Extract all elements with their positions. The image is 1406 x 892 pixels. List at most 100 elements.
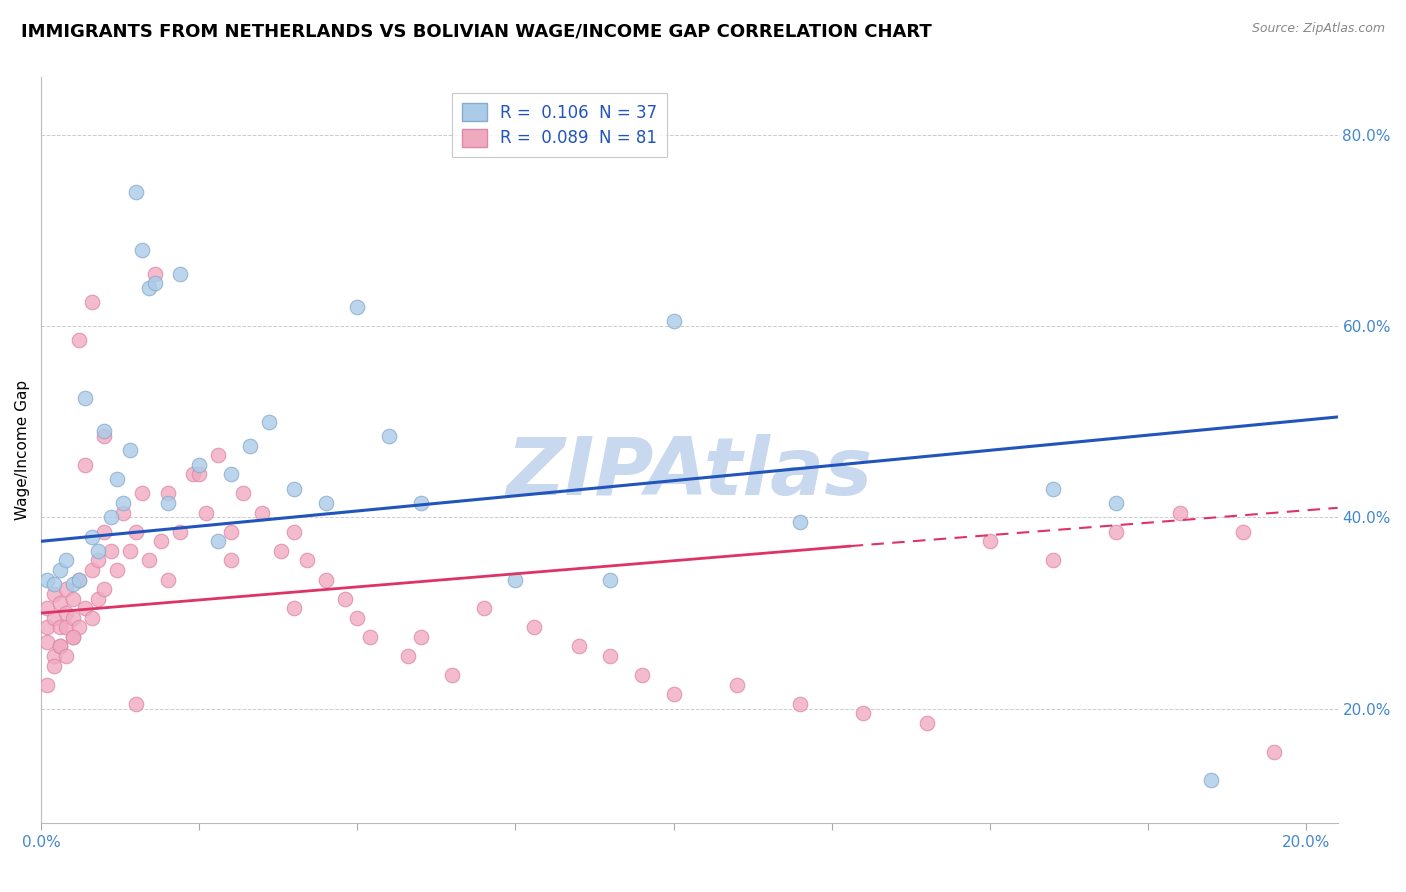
Point: [100, 510, 122, 524]
Point: [42, 587, 65, 601]
Point: [138, 553, 160, 567]
Y-axis label: Wage/Income Gap: Wage/Income Gap: [15, 380, 30, 521]
Point: [219, 553, 242, 567]
Point: [252, 506, 274, 520]
Point: [156, 573, 179, 587]
Point: [156, 486, 179, 500]
Point: [55, 648, 77, 663]
Text: IMMIGRANTS FROM NETHERLANDS VS BOLIVIAN WAGE/INCOME GAP CORRELATION CHART: IMMIGRANTS FROM NETHERLANDS VS BOLIVIAN …: [21, 22, 932, 40]
Point: [239, 439, 262, 453]
Point: [55, 606, 77, 620]
Point: [915, 716, 938, 731]
Point: [979, 534, 1001, 549]
Point: [1042, 553, 1064, 567]
Point: [37, 678, 59, 692]
Point: [188, 467, 211, 482]
Point: [125, 524, 148, 539]
Point: [181, 467, 204, 482]
Point: [207, 448, 229, 462]
Point: [55, 582, 77, 596]
Point: [67, 573, 90, 587]
Point: [283, 482, 305, 496]
Point: [131, 243, 153, 257]
Point: [662, 687, 685, 701]
Point: [523, 620, 546, 634]
Point: [75, 391, 97, 405]
Point: [75, 458, 97, 472]
Point: [472, 601, 495, 615]
Point: [49, 640, 72, 654]
Point: [80, 611, 103, 625]
Point: [219, 524, 242, 539]
Point: [138, 281, 160, 295]
Point: [100, 544, 122, 558]
Point: [270, 544, 292, 558]
Point: [505, 573, 527, 587]
Point: [67, 573, 90, 587]
Point: [219, 467, 242, 482]
Point: [150, 534, 173, 549]
Point: [80, 563, 103, 577]
Point: [1199, 773, 1222, 788]
Point: [283, 524, 305, 539]
Point: [49, 620, 72, 634]
Point: [346, 611, 368, 625]
Point: [143, 267, 166, 281]
Point: [169, 267, 191, 281]
Point: [409, 630, 432, 644]
Point: [852, 706, 875, 721]
Point: [105, 563, 128, 577]
Point: [188, 458, 211, 472]
Point: [441, 668, 464, 682]
Point: [62, 591, 84, 606]
Point: [87, 591, 110, 606]
Point: [125, 185, 148, 199]
Point: [37, 634, 59, 648]
Point: [1105, 496, 1128, 510]
Point: [62, 630, 84, 644]
Point: [378, 429, 401, 443]
Point: [662, 314, 685, 328]
Point: [1042, 482, 1064, 496]
Point: [599, 648, 621, 663]
Point: [631, 668, 654, 682]
Point: [346, 300, 368, 314]
Point: [396, 648, 419, 663]
Point: [125, 697, 148, 711]
Point: [1168, 506, 1191, 520]
Point: [315, 496, 337, 510]
Point: [42, 648, 65, 663]
Point: [37, 620, 59, 634]
Point: [333, 591, 356, 606]
Point: [1105, 524, 1128, 539]
Point: [55, 620, 77, 634]
Point: [93, 429, 115, 443]
Point: [118, 443, 141, 458]
Point: [93, 524, 115, 539]
Point: [232, 486, 254, 500]
Point: [62, 611, 84, 625]
Point: [789, 515, 811, 529]
Point: [105, 472, 128, 486]
Point: [87, 553, 110, 567]
Point: [599, 573, 621, 587]
Point: [283, 601, 305, 615]
Point: [359, 630, 381, 644]
Point: [55, 553, 77, 567]
Point: [42, 658, 65, 673]
Point: [112, 496, 135, 510]
Point: [49, 640, 72, 654]
Point: [87, 544, 110, 558]
Point: [62, 630, 84, 644]
Text: Source: ZipAtlas.com: Source: ZipAtlas.com: [1251, 22, 1385, 36]
Point: [75, 601, 97, 615]
Point: [1263, 745, 1285, 759]
Point: [49, 563, 72, 577]
Point: [37, 601, 59, 615]
Point: [409, 496, 432, 510]
Text: ZIPAtlas: ZIPAtlas: [506, 434, 873, 512]
Point: [257, 415, 280, 429]
Point: [67, 334, 90, 348]
Point: [80, 295, 103, 310]
Point: [194, 506, 217, 520]
